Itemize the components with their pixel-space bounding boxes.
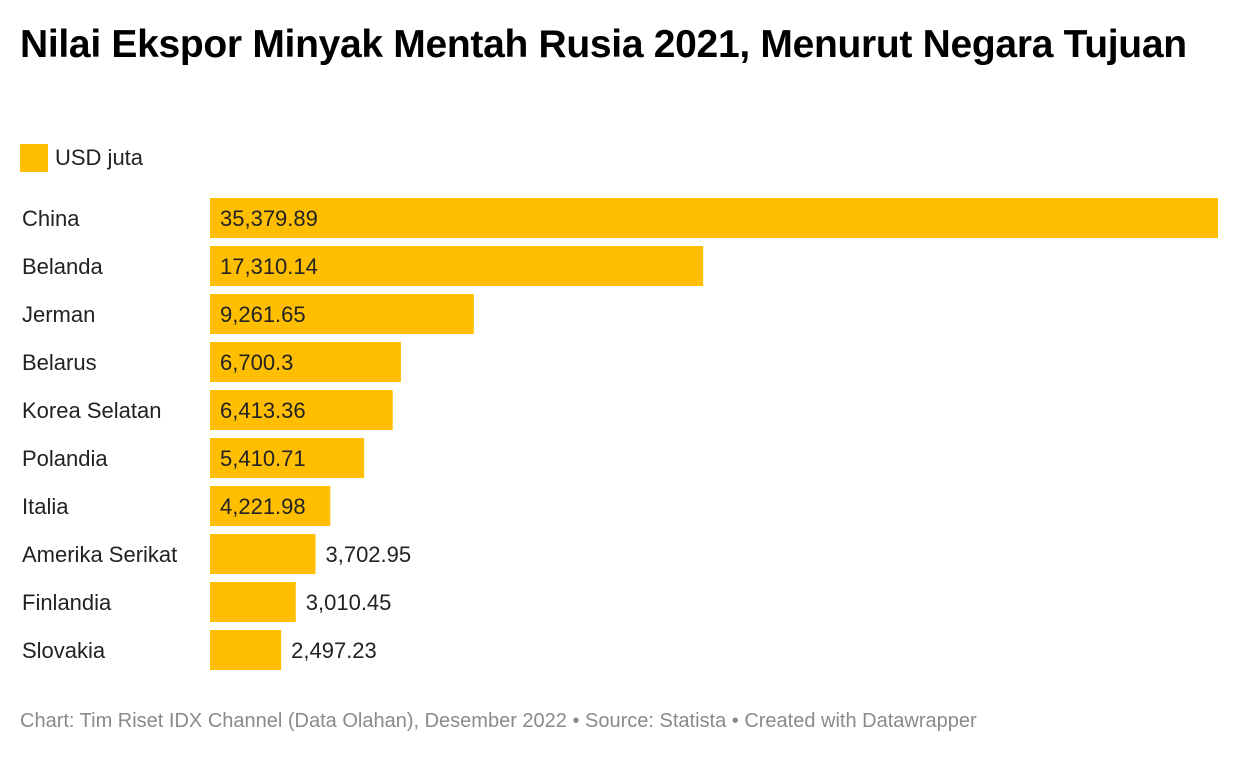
bar <box>210 630 282 670</box>
category-label: Jerman <box>22 302 95 327</box>
bar <box>210 246 704 286</box>
bar <box>210 534 316 574</box>
bar <box>210 582 296 622</box>
bar <box>210 486 331 526</box>
bar-chart: China 35,379.89 Belanda 17,310.14 Jerman 9,26… <box>22 198 1218 670</box>
legend-label: USD juta <box>55 145 144 170</box>
category-label: Slovakia <box>22 638 106 663</box>
bar <box>210 342 401 382</box>
chart-footer: Chart: Tim Riset IDX Channel (Data Olaha… <box>20 710 977 732</box>
value-label: 9,261.65 <box>220 302 306 327</box>
category-label: Amerika Serikat <box>22 542 177 567</box>
value-label: 3,702.95 <box>325 542 411 567</box>
value-label: 2,497.23 <box>291 638 377 663</box>
category-label: Korea Selatan <box>22 398 161 423</box>
value-label: 6,413.36 <box>220 398 306 423</box>
legend: USD juta <box>20 144 143 172</box>
category-label: Belanda <box>22 254 104 279</box>
category-label: Finlandia <box>22 590 112 615</box>
bar <box>210 294 474 334</box>
bar <box>210 438 365 478</box>
chart-title: Nilai Ekspor Minyak Mentah Rusia 2021, M… <box>20 23 1187 66</box>
value-label: 17,310.14 <box>220 254 318 279</box>
value-label: 3,010.45 <box>306 590 392 615</box>
value-label: 4,221.98 <box>220 494 306 519</box>
value-label: 5,410.71 <box>220 446 306 471</box>
value-label: 6,700.3 <box>220 350 293 375</box>
category-label: Italia <box>22 494 69 519</box>
legend-swatch <box>20 144 48 172</box>
category-label: Polandia <box>22 446 108 471</box>
bar <box>210 390 393 430</box>
category-label: Belarus <box>22 350 97 375</box>
bar <box>210 198 1218 238</box>
value-label: 35,379.89 <box>220 206 318 231</box>
category-label: China <box>22 206 80 231</box>
